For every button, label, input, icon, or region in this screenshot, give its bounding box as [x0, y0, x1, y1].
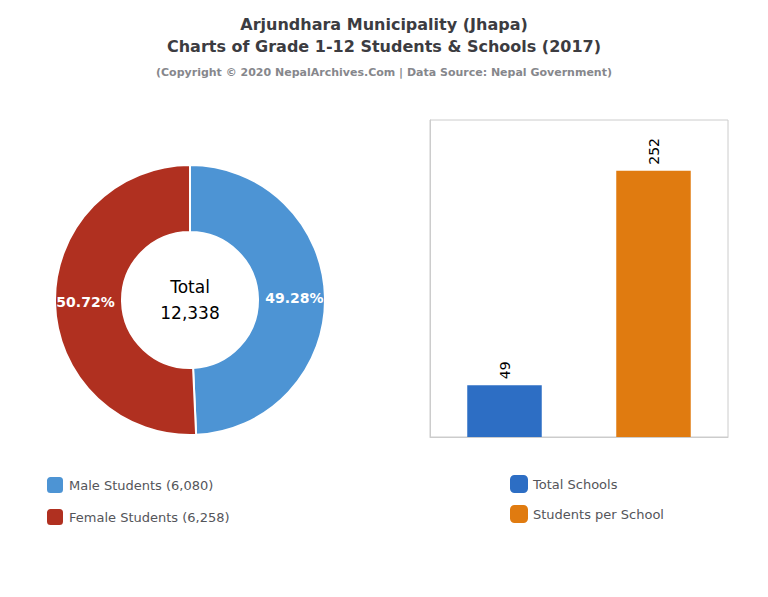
svg-text:49.28%: 49.28% — [265, 290, 323, 306]
svg-text:Total Schools: Total Schools — [532, 477, 618, 492]
svg-text:Arjundhara Municipality (Jhapa: Arjundhara Municipality (Jhapa) — [240, 15, 527, 34]
svg-text:50.72%: 50.72% — [56, 294, 114, 310]
svg-text:Total: Total — [169, 277, 210, 297]
svg-text:252: 252 — [646, 138, 662, 165]
svg-text:49: 49 — [497, 361, 513, 379]
svg-text:(Copyright © 2020 NepalArchive: (Copyright © 2020 NepalArchives.Com | Da… — [156, 66, 612, 79]
svg-text:Male Students (6,080): Male Students (6,080) — [69, 478, 213, 493]
svg-text:Charts of Grade 1-12 Students: Charts of Grade 1-12 Students & Schools … — [167, 37, 601, 56]
svg-text:12,338: 12,338 — [160, 303, 219, 323]
svg-text:Female Students (6,258): Female Students (6,258) — [69, 510, 230, 525]
svg-text:Students per School: Students per School — [533, 507, 664, 522]
